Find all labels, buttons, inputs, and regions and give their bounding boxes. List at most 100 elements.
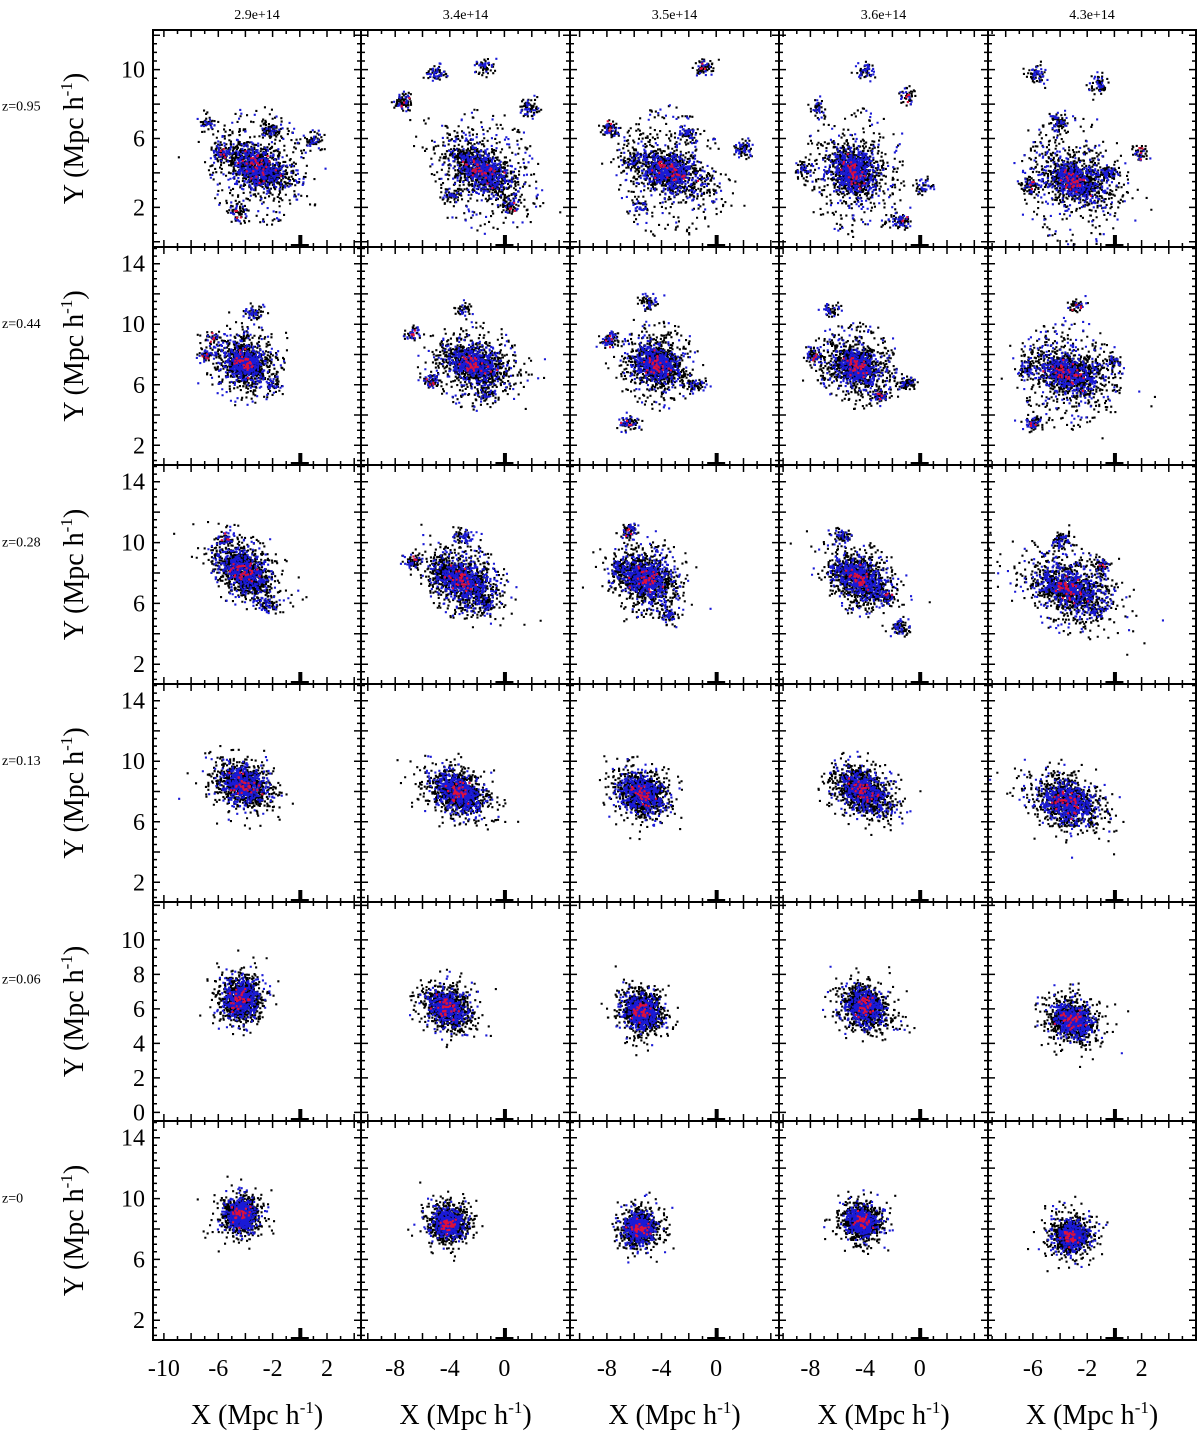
axis-title-text: X (Mpc h — [399, 1400, 508, 1431]
panel-ticks — [570, 902, 779, 1122]
blue-particles — [1036, 983, 1123, 1055]
y-tick-label: 10 — [121, 928, 145, 954]
axis-title-close: ) — [940, 1400, 949, 1431]
x-tick-label: -4 — [652, 1356, 672, 1382]
particles-r5-c3 — [823, 1189, 897, 1255]
x-tick-label: 0 — [710, 1356, 722, 1382]
axis-title-close: ) — [59, 509, 90, 518]
axis-title-text: Y (Mpc h — [59, 532, 90, 640]
particles-r2-c3 — [789, 526, 931, 638]
x-tick-label: 2 — [1136, 1356, 1148, 1382]
x-axis-title: X (Mpc h-1) — [399, 1398, 531, 1431]
blue-particles — [178, 756, 283, 821]
x-axis-title: X (Mpc h-1) — [1026, 1398, 1158, 1431]
panel-ticks — [988, 247, 1197, 465]
blue-particles — [207, 525, 300, 615]
origin-marker — [918, 672, 923, 684]
axis-title-text: X (Mpc h — [817, 1400, 926, 1431]
origin-marker — [1112, 890, 1117, 902]
panel-ticks — [361, 902, 570, 1122]
axis-title-exponent: -1 — [1135, 1398, 1149, 1417]
panel-ticks — [570, 247, 779, 465]
panel-ticks — [153, 30, 361, 247]
panel-ticks — [361, 247, 570, 465]
panel-ticks — [361, 1121, 570, 1340]
origin-marker — [918, 1109, 923, 1121]
y-axis-title: Y (Mpc h-1) — [57, 1165, 90, 1296]
axis-title-exponent: -1 — [57, 82, 76, 96]
x-tick-label: -10 — [148, 1356, 180, 1382]
y-tick-label: 14 — [121, 1126, 145, 1152]
axis-title-close: ) — [1149, 1400, 1158, 1431]
x-tick-label: -6 — [1023, 1356, 1043, 1382]
axis-title-exponent: -1 — [717, 1398, 731, 1417]
red-particles — [412, 555, 477, 592]
particles-r0-c4 — [1013, 60, 1153, 247]
particles-r4-c1 — [409, 968, 497, 1049]
origin-marker — [502, 890, 507, 902]
red-particles — [219, 148, 282, 219]
blue-particles — [1012, 295, 1141, 431]
blue-particles — [424, 755, 500, 824]
particles-r1-c1 — [402, 299, 546, 412]
y-tick-label: 14 — [121, 470, 145, 496]
origin-marker — [918, 235, 923, 247]
particles-r4-c2 — [600, 965, 679, 1057]
y-tick-label: 2 — [133, 1066, 145, 1092]
particles-r5-c0 — [196, 1175, 276, 1253]
particles-r5-c4 — [1027, 1195, 1109, 1273]
y-tick-label: 6 — [133, 373, 145, 399]
origin-marker — [1112, 235, 1117, 247]
particles-r1-c4 — [1000, 295, 1156, 440]
x-axis-title: X (Mpc h-1) — [608, 1398, 740, 1431]
axis-title-close: ) — [314, 1400, 323, 1431]
red-particles — [630, 1002, 652, 1024]
origin-marker — [298, 672, 303, 684]
blue-particles — [399, 528, 518, 625]
blue-particles — [997, 534, 1164, 634]
particles-r0-c2 — [598, 58, 754, 237]
axis-title-text: X (Mpc h — [608, 1400, 717, 1431]
x-tick-label: 2 — [321, 1356, 333, 1382]
red-particles — [852, 1209, 875, 1230]
x-tick-label: -2 — [1077, 1356, 1097, 1382]
y-tick-label: 14 — [121, 689, 145, 715]
particles-r3-c3 — [817, 750, 922, 836]
panel-ticks — [779, 902, 989, 1122]
particles-r2-c1 — [399, 523, 542, 629]
origin-marker — [502, 672, 507, 684]
y-tick-label: 2 — [133, 195, 145, 221]
panel-ticks — [988, 465, 1197, 684]
panel-ticks — [988, 684, 1197, 902]
x-tick-label: -8 — [597, 1356, 617, 1382]
axis-title-text: Y (Mpc h — [59, 751, 90, 859]
blue-particles — [196, 108, 327, 223]
dm-particles — [598, 58, 753, 237]
panel-ticks — [361, 30, 570, 247]
particles-r4-c0 — [199, 949, 280, 1037]
red-particles — [1053, 1009, 1087, 1031]
panel-ticks — [361, 465, 570, 684]
axis-title-exponent: -1 — [57, 737, 76, 751]
panel-grid — [152, 29, 1197, 1341]
y-tick-label: 2 — [133, 652, 145, 678]
red-particles — [625, 1217, 652, 1238]
red-particles — [220, 532, 261, 583]
column-title: 3.5e+14 — [652, 8, 698, 23]
blue-particles — [828, 750, 912, 825]
red-particles — [231, 1205, 252, 1229]
row-label: z=0.06 — [2, 973, 41, 988]
y-axis-title: Y (Mpc h-1) — [57, 290, 90, 421]
panel-frame — [987, 1120, 1197, 1341]
y-tick-label: 10 — [121, 58, 145, 84]
red-particles — [630, 785, 657, 808]
y-tick-label: 6 — [133, 1247, 145, 1273]
row-label: z=0.13 — [2, 754, 41, 769]
origin-marker — [502, 1109, 507, 1121]
panel-r5-c4 — [987, 1120, 1197, 1341]
panel-r5-c3 — [778, 1120, 989, 1341]
particles-r3-c4 — [989, 758, 1125, 859]
y-tick-label: 6 — [133, 591, 145, 617]
particles-r0-c3 — [794, 60, 936, 238]
blue-particles — [615, 981, 668, 1047]
